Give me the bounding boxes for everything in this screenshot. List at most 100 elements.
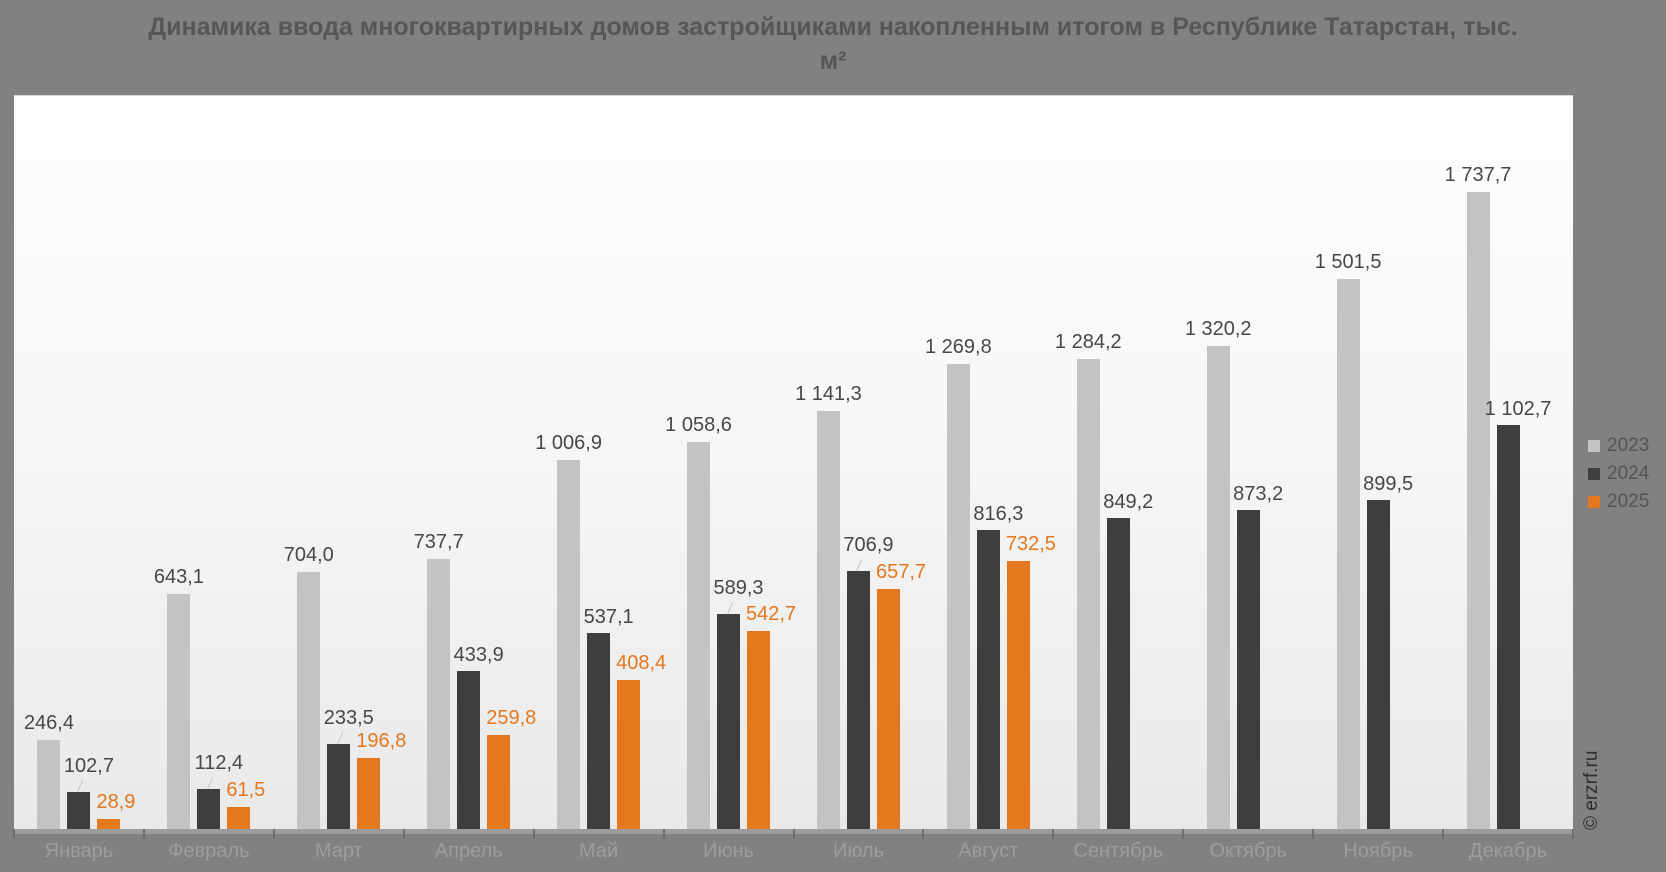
month-label: Декабрь [1469, 840, 1548, 862]
legend-label: 2024 [1607, 463, 1650, 484]
bar-2025-Февраль [227, 807, 251, 830]
leader-line [726, 601, 733, 615]
legend: 2023 2024 2025 [1588, 432, 1649, 516]
month-label: Январь [44, 840, 114, 862]
bar-value-label: 737,7 [413, 531, 464, 554]
chart-title: Динамика ввода многоквартирных домов зас… [148, 13, 1518, 75]
bar-2025-Январь [97, 819, 121, 830]
leader-line [206, 776, 214, 790]
bar-value-label: 1 320,2 [1184, 317, 1252, 340]
bar-2023-Октябрь [1206, 345, 1230, 830]
bar-2023-Ноябрь [1336, 278, 1360, 830]
leader-line [336, 732, 343, 745]
month-label: Август [958, 840, 1019, 862]
bar-value-label: 1 737,7 [1444, 164, 1512, 187]
bar-value-label: 1 141,3 [795, 383, 862, 406]
bar-value-label: 643,1 [153, 565, 204, 588]
bar-2025-Май [617, 680, 641, 830]
bar-2025-Июль [876, 588, 900, 830]
bar-value-label: 706,9 [843, 533, 894, 556]
bar-value-label: 246,4 [23, 711, 74, 734]
bar-value-label: 657,7 [875, 560, 927, 583]
bar-2023-Сентябрь [1076, 358, 1100, 830]
watermark: © erzrf.ru [1581, 750, 1602, 830]
bar-2023-Декабрь [1466, 192, 1490, 830]
bar-value-label: 873,2 [1233, 482, 1284, 505]
bar-value-label: 1 284,2 [1054, 330, 1122, 353]
bar-2024-Март [327, 744, 351, 830]
x-axis-tick [1052, 829, 1055, 839]
leader-line [76, 780, 84, 793]
bar-2024-Октябрь [1236, 509, 1260, 830]
x-axis-tick [13, 829, 15, 839]
bar-value-label: 28,9 [96, 791, 136, 814]
x-axis-tick [532, 829, 535, 839]
bar-2024-Июнь [717, 613, 741, 830]
x-axis-tick [1182, 829, 1185, 839]
bar-2025-Апрель [487, 734, 511, 830]
bar-2023-Март [297, 571, 321, 830]
bar-value-label: 542,7 [746, 602, 797, 625]
bar-value-label: 102,7 [63, 755, 114, 778]
month-label: Июль [832, 840, 884, 862]
legend-swatch-icon [1588, 468, 1600, 480]
x-axis-tick [142, 829, 145, 839]
month-label: Апрель [434, 840, 503, 862]
bar-value-label: 732,5 [1005, 533, 1056, 556]
bar-value-label: 1 058,6 [665, 413, 732, 436]
month-label: Июнь [703, 840, 754, 862]
bar-2024-Февраль [197, 788, 221, 830]
bar-value-label: 1 501,5 [1314, 250, 1382, 273]
bar-2024-Май [587, 632, 611, 830]
legend-swatch-icon [1588, 496, 1600, 508]
month-label: Май [579, 840, 619, 862]
bar-value-label: 233,5 [323, 707, 374, 730]
bar-2023-Май [557, 460, 581, 830]
bar-value-label: 899,5 [1363, 472, 1414, 495]
bar-2025-Август [1006, 561, 1030, 830]
bar-value-label: 589,3 [713, 576, 764, 599]
bar-2023-Январь [37, 739, 61, 830]
x-axis-tick [922, 829, 925, 839]
legend-item-2023: 2023 [1588, 432, 1649, 460]
bar-2023-Июнь [687, 441, 711, 830]
bar-value-label: 196,8 [356, 729, 407, 752]
bar-value-label: 1 006,9 [535, 432, 602, 455]
bar-value-label: 1 102,7 [1484, 398, 1552, 421]
bar-value-label: 704,0 [283, 543, 334, 566]
legend-item-2024: 2024 [1588, 460, 1649, 488]
bar-value-label: 112,4 [194, 751, 244, 774]
plot-area: 246,4 643,1 704,0 737,7 1 006,9 1 058,6 1 141,… [14, 95, 1573, 830]
bar-2024-Январь [67, 792, 91, 830]
x-axis-tick [662, 829, 665, 839]
bar-2024-Декабрь [1496, 425, 1520, 830]
bar-value-label: 408,4 [616, 652, 667, 675]
legend-swatch-icon [1588, 440, 1600, 452]
bar-value-label: 61,5 [226, 779, 266, 802]
bar-2024-Апрель [457, 670, 481, 830]
bar-2023-Апрель [427, 559, 451, 830]
x-axis-tick [1312, 829, 1315, 839]
bar-value-label: 433,9 [453, 643, 504, 666]
x-axis-tick [1572, 829, 1574, 839]
month-label: Март [314, 840, 363, 862]
x-axis-tick [402, 829, 405, 839]
month-label: Октябрь [1209, 840, 1287, 862]
month-label: Сентябрь [1073, 840, 1164, 862]
bar-value-label: 259,8 [486, 706, 537, 729]
bar-2024-Август [976, 530, 1000, 830]
bar-2023-Август [946, 363, 970, 830]
x-axis-tick [1442, 829, 1445, 839]
month-label: Ноябрь [1343, 840, 1413, 862]
bar-2023-Февраль [167, 593, 191, 830]
bar-value-label: 537,1 [583, 605, 634, 628]
leader-line [856, 558, 863, 571]
legend-label: 2025 [1607, 491, 1650, 512]
legend-item-2025: 2025 [1588, 488, 1649, 516]
bar-value-label: 849,2 [1103, 491, 1154, 514]
bar-2025-Июнь [747, 630, 771, 830]
month-label: Февраль [168, 840, 250, 862]
bar-2023-Июль [816, 411, 840, 830]
bar-2024-Сентябрь [1106, 518, 1130, 830]
